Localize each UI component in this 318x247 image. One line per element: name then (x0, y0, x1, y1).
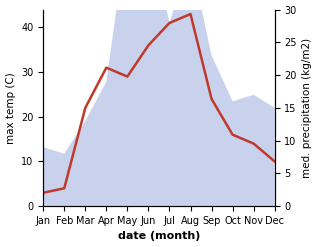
Y-axis label: med. precipitation (kg/m2): med. precipitation (kg/m2) (302, 38, 313, 178)
Y-axis label: max temp (C): max temp (C) (5, 72, 16, 144)
X-axis label: date (month): date (month) (118, 231, 200, 242)
